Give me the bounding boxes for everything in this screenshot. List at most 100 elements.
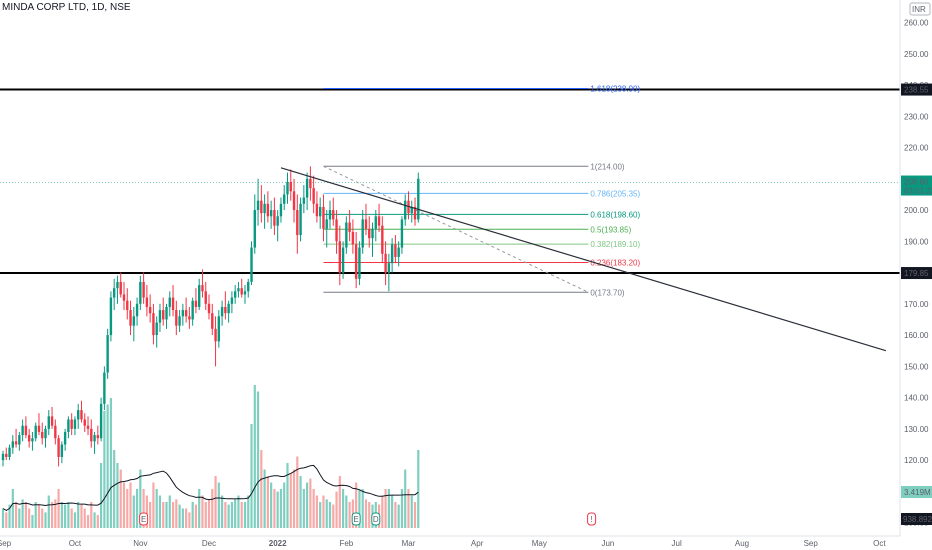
volume-bar: [162, 502, 165, 528]
volume-bar: [31, 515, 34, 528]
candle-body: [400, 219, 404, 248]
candle-body: [328, 210, 332, 220]
volume-bar: [322, 495, 325, 528]
volume-bar: [368, 502, 371, 528]
volume-bar: [178, 504, 181, 528]
candle-body: [233, 291, 237, 298]
earnings-badge[interactable]: [587, 512, 597, 526]
candle-body: [286, 181, 289, 195]
candle-body: [384, 253, 387, 273]
candle-body: [361, 219, 364, 248]
earnings-badge[interactable]: [139, 512, 149, 526]
dividend-badge[interactable]: [371, 512, 381, 526]
time-tick-label: 2022: [269, 539, 287, 548]
level-price-label: 179.85: [904, 269, 929, 278]
volume-bar: [14, 502, 18, 528]
trendline-layer[interactable]: [280, 167, 887, 352]
volume-bar: [217, 482, 220, 528]
volume-bar: [34, 502, 37, 528]
volume-bar: [247, 495, 250, 528]
candle-body: [188, 316, 191, 320]
candle-body: [247, 281, 250, 292]
volume-bar: [224, 502, 227, 528]
volume-bar: [400, 489, 404, 528]
candle-body: [341, 247, 345, 273]
volume-bar: [302, 489, 305, 528]
event-badges[interactable]: E E D!: [139, 512, 597, 526]
volume-bar: [126, 489, 129, 528]
candle-body: [116, 281, 119, 289]
fibonacci-retracement[interactable]: 1(214.00) 0.786(205.35) 0.618(198.60) 0.5(1…: [323, 84, 640, 297]
candle-body: [335, 219, 338, 242]
earnings-badge[interactable]: [351, 512, 361, 526]
volume-bar: [234, 499, 237, 528]
volume-bar: [279, 489, 283, 528]
candle-body: [273, 210, 276, 226]
volume-bar: [18, 508, 21, 528]
candle-body: [145, 297, 149, 307]
candle-body: [279, 203, 283, 217]
candle-body: [207, 303, 211, 314]
price-axis[interactable]: 100.00110.00120.00130.00140.00150.00160.…: [899, 0, 932, 550]
currency-box[interactable]: [909, 2, 931, 16]
candle-body: [289, 181, 292, 192]
candle-body: [112, 288, 116, 298]
candle-body: [126, 300, 129, 311]
volume-bar: [106, 404, 109, 528]
candle-body: [351, 231, 355, 245]
currency-label[interactable]: INR: [912, 5, 926, 14]
candle-body: [283, 194, 286, 204]
volume-ma-line: [2, 464, 419, 511]
trendline[interactable]: [280, 167, 887, 352]
volume-bar: [135, 489, 139, 528]
candle-body: [364, 219, 368, 229]
price-tick-label: 190.00: [904, 237, 929, 246]
volume-bar: [237, 495, 240, 528]
price-tick-label: 250.00: [904, 50, 929, 59]
candle-body: [70, 419, 73, 429]
earnings-badge-label: E: [353, 515, 358, 524]
volume-bar: [77, 502, 80, 528]
earnings-badge-label: !: [590, 515, 592, 524]
candle-body: [57, 438, 60, 457]
fib-trend-line[interactable]: [323, 165, 589, 293]
candle-body: [312, 188, 315, 204]
candle-body: [165, 306, 168, 320]
volume-bar: [152, 482, 155, 528]
volume-bar: [185, 508, 188, 528]
time-tick-label: Apr: [471, 539, 484, 548]
volume-bar: [73, 512, 77, 528]
volume-bar: [57, 489, 60, 528]
candle-body: [201, 285, 204, 292]
candle-body: [86, 425, 90, 429]
price-tick-label: 170.00: [904, 300, 929, 309]
candle-body: [31, 438, 34, 442]
volume-bar: [116, 463, 119, 528]
candle-body: [211, 313, 214, 329]
candle-body: [325, 219, 328, 229]
candle-body: [135, 303, 139, 317]
candle-body: [168, 297, 171, 307]
candle-body: [175, 310, 178, 326]
candle-body: [83, 419, 86, 426]
volume-bar: [270, 482, 273, 528]
level-price-label: 238.55: [904, 86, 929, 95]
volume-bar: [100, 463, 103, 528]
volume-bar: [273, 489, 276, 528]
volume-bar: [21, 499, 24, 528]
fib-level-label: 0.236(183.20): [590, 259, 640, 268]
price-tick-label: 260.00: [904, 19, 929, 28]
volume-bar: [345, 495, 348, 528]
candle-body: [11, 441, 15, 448]
price-tick-label: 200.00: [904, 206, 929, 215]
candles-layer: [1, 166, 420, 467]
earnings-badge-label: E: [141, 515, 146, 524]
candle-body: [377, 216, 381, 226]
candle-body: [21, 425, 24, 436]
horizontal-levels[interactable]: [0, 88, 900, 275]
volume-bar: [341, 489, 345, 528]
volume-bar: [407, 489, 410, 528]
candle-body: [37, 425, 41, 432]
time-axis[interactable]: Sep Oct Nov Dec 2022 Feb Mar Apr May Jun Jul Aug Sep…: [0, 535, 900, 548]
